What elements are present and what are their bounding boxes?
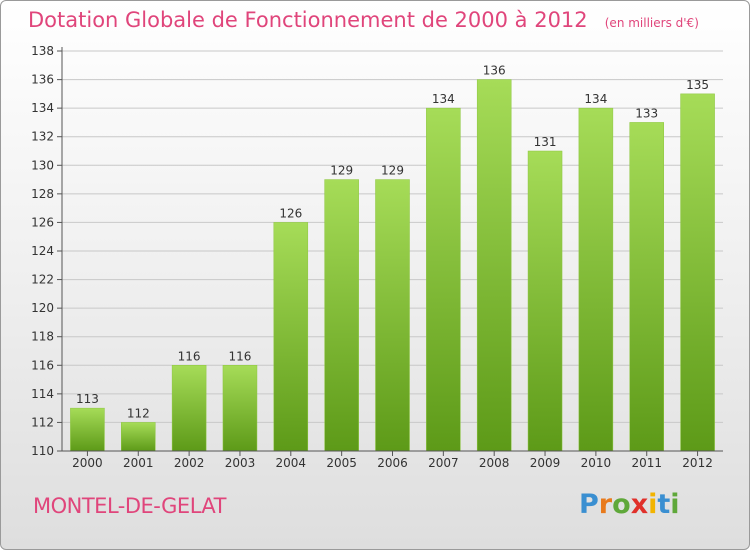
data-label: 134	[432, 92, 455, 106]
logo-letter: t	[657, 489, 671, 520]
proxiti-logo: Proxiti	[579, 489, 680, 520]
x-tick-label: 2003	[225, 456, 256, 470]
bar-2007	[426, 107, 461, 452]
x-tick-label: 2008	[479, 456, 510, 470]
logo-letter: i	[670, 489, 680, 520]
bar-2004	[273, 222, 309, 452]
y-tick-label: 120	[31, 301, 54, 315]
y-tick-label: 114	[31, 387, 54, 401]
bar-2008	[476, 79, 512, 452]
chart-title: Dotation Globale de Fonctionnement de 20…	[28, 8, 588, 32]
logo-letter: r	[598, 489, 613, 520]
data-label: 134	[584, 92, 607, 106]
bar-2002	[171, 365, 207, 452]
y-tick-label: 136	[31, 73, 54, 87]
x-tick-label: 2010	[581, 456, 612, 470]
y-tick-label: 110	[31, 444, 54, 458]
x-tick-label: 2006	[377, 456, 408, 470]
x-tick-label: 2011	[631, 456, 662, 470]
bars	[70, 79, 715, 452]
data-label: 113	[76, 392, 99, 406]
y-tick-label: 138	[31, 44, 54, 58]
y-tick-label: 130	[31, 158, 54, 172]
axes: 1101121141161181201221241261281301321341…	[31, 44, 723, 470]
chart-unit: (en milliers d'€)	[604, 16, 699, 30]
bar-2009	[527, 150, 563, 452]
x-tick-label: 2009	[530, 456, 561, 470]
y-tick-label: 116	[31, 358, 54, 372]
bar-2003	[222, 365, 258, 452]
x-tick-label: 2012	[682, 456, 713, 470]
y-tick-label: 122	[31, 273, 54, 287]
x-tick-label: 2004	[276, 456, 307, 470]
y-tick-label: 112	[31, 415, 54, 429]
data-label: 129	[330, 164, 353, 178]
x-tick-label: 2002	[174, 456, 205, 470]
bar-2006	[375, 179, 410, 452]
logo-letter: i	[648, 489, 658, 520]
place-name: MONTEL-DE-GELAT	[33, 494, 226, 518]
data-labels: 113 112 116 116 126 129 129 134 136 131 134 133 135	[76, 64, 709, 421]
bar-2001	[121, 422, 156, 452]
y-tick-label: 134	[31, 101, 54, 115]
data-label: 116	[178, 349, 201, 363]
data-label: 131	[534, 135, 557, 149]
logo-letter: o	[612, 489, 631, 520]
logo-letter: x	[630, 489, 649, 520]
y-tick-label: 128	[31, 187, 54, 201]
bar-2011	[629, 122, 664, 452]
y-tick-label: 126	[31, 215, 54, 229]
bar-2012	[680, 93, 715, 452]
x-tick-label: 2005	[326, 456, 357, 470]
y-tick-label: 118	[31, 330, 54, 344]
x-tick-label: 2007	[428, 456, 459, 470]
title-row: Dotation Globale de Fonctionnement de 20…	[28, 8, 699, 32]
y-tick-label: 124	[31, 244, 54, 258]
data-label: 112	[127, 406, 150, 420]
x-tick-label: 2001	[123, 456, 154, 470]
data-label: 133	[635, 106, 658, 120]
x-tick-label: 2000	[72, 456, 103, 470]
bar-2010	[578, 107, 614, 452]
bar-2000	[70, 407, 105, 452]
data-label: 135	[686, 78, 709, 92]
y-tick-label: 132	[31, 130, 54, 144]
bar-2005	[324, 179, 359, 452]
data-label: 136	[483, 64, 506, 78]
logo-letter: P	[579, 489, 599, 520]
data-label: 116	[229, 349, 252, 363]
data-label: 129	[381, 164, 404, 178]
data-label: 126	[279, 206, 302, 220]
